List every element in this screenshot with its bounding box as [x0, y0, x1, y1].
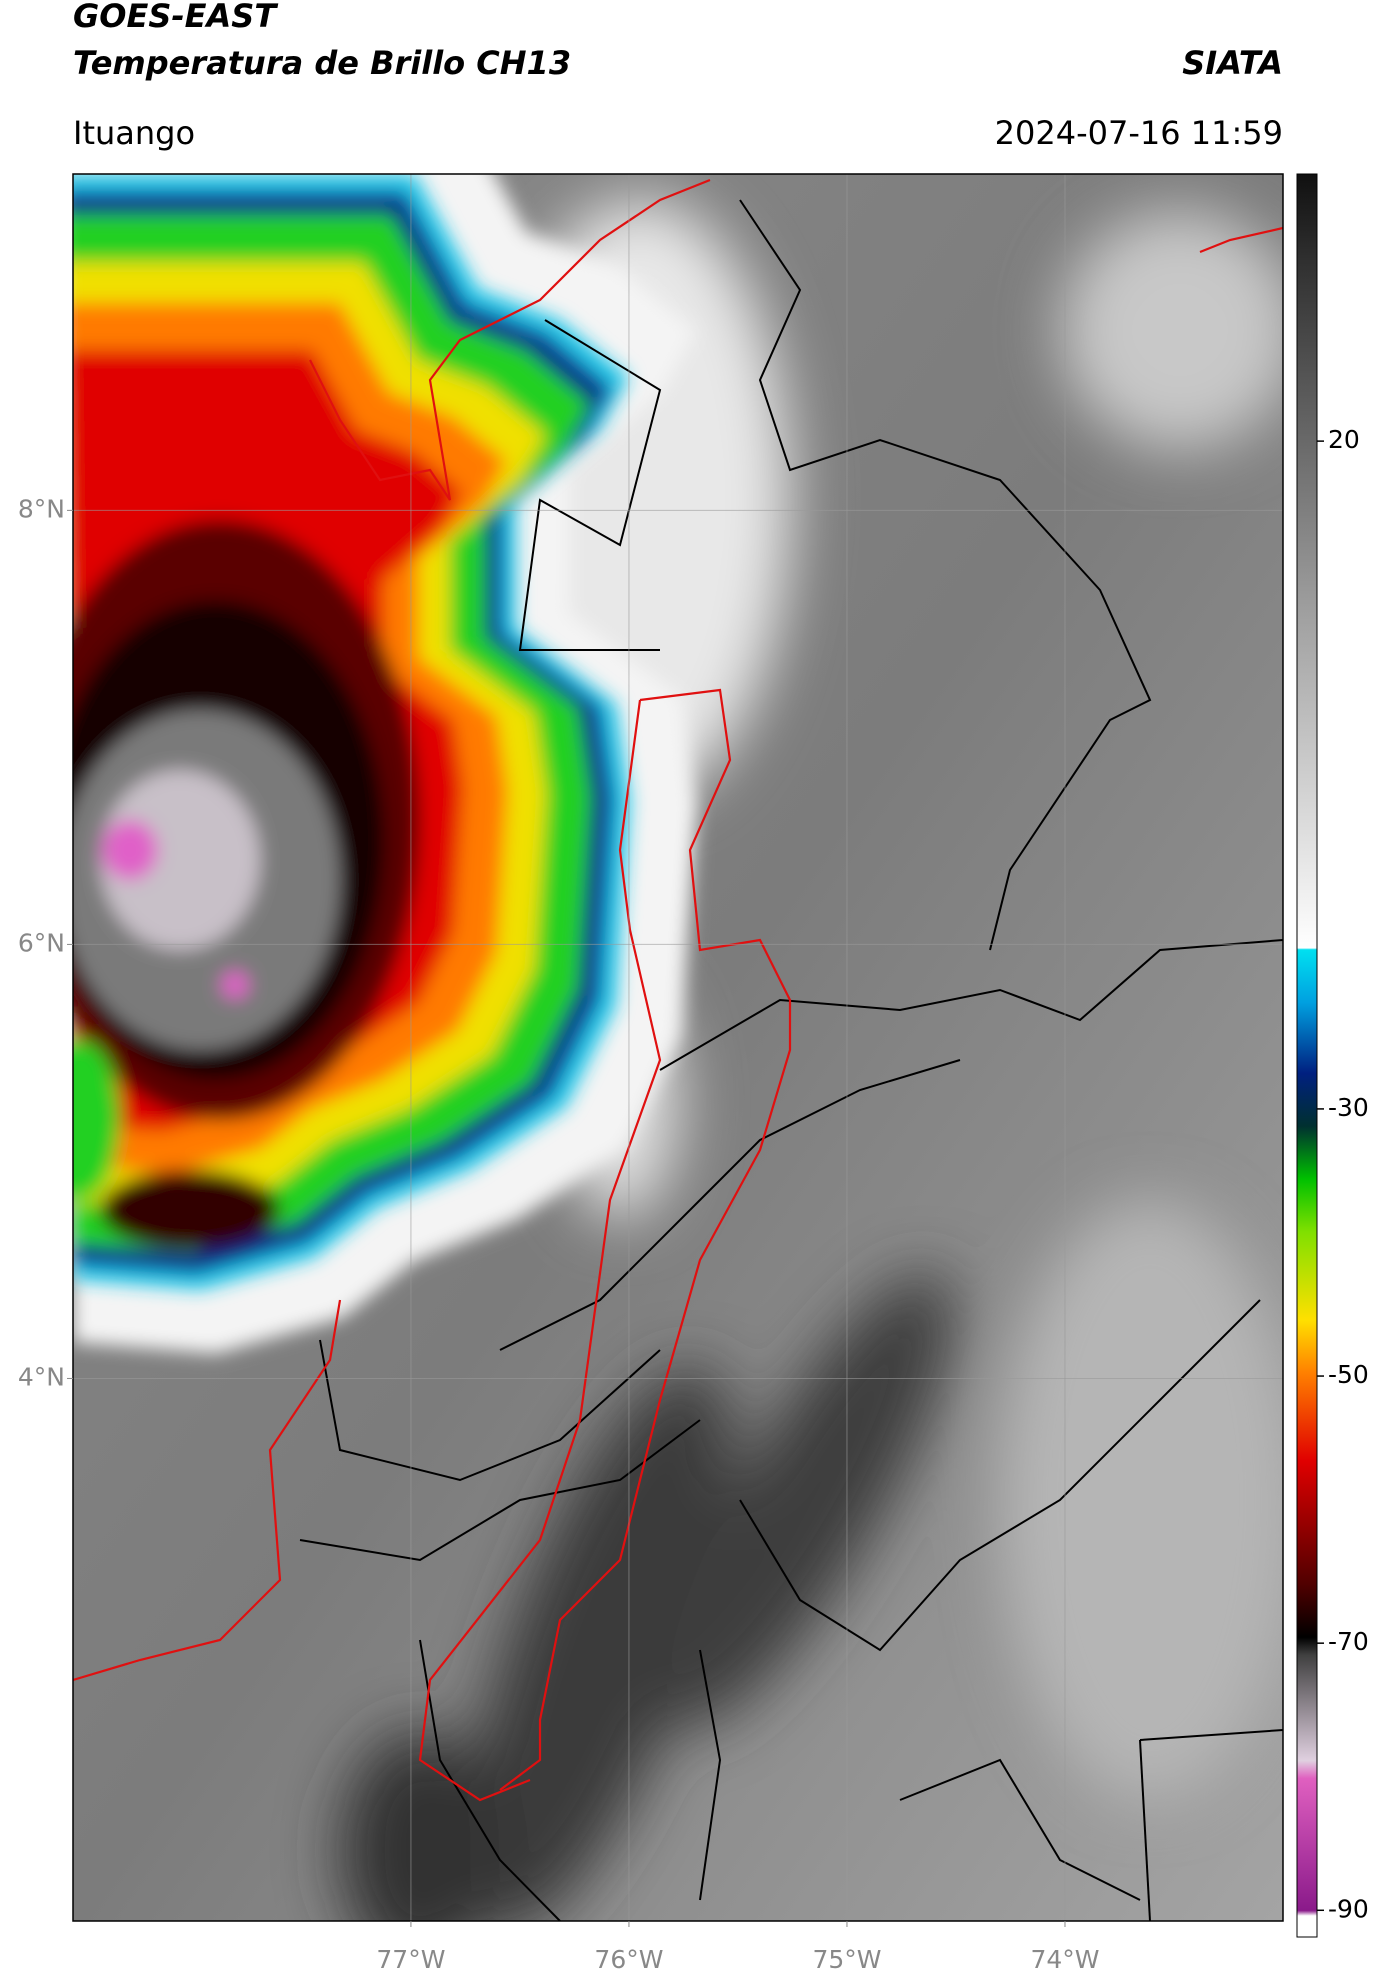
title: GOES-EAST	[73, 0, 278, 35]
lat-tick-label: 8°N	[18, 494, 65, 523]
colorbar-tick-label: -70	[1328, 1627, 1369, 1656]
subtitle: Temperatura de Brillo CH13	[73, 44, 571, 82]
colorbar-tick-label: -90	[1328, 1894, 1369, 1923]
map-frame	[72, 173, 1284, 1922]
lat-tick-label: 4°N	[18, 1362, 65, 1391]
lon-tick-label: 74°W	[1030, 1945, 1099, 1974]
location: Ituango	[73, 114, 195, 152]
colorbar-tick-label: -30	[1328, 1093, 1369, 1122]
colorbar	[1296, 173, 1318, 1938]
lat-tick-label: 6°N	[18, 928, 65, 957]
colorbar-tick-label: -50	[1328, 1360, 1369, 1389]
lon-tick-label: 76°W	[594, 1945, 663, 1974]
colorbar-tick-label: 20	[1328, 425, 1360, 454]
satellite-image	[73, 174, 1283, 1921]
lon-tick-label: 75°W	[812, 1945, 881, 1974]
source: SIATA	[1182, 44, 1283, 82]
datetime: 2024-07-16 11:59	[995, 114, 1283, 152]
grid	[73, 174, 1283, 1921]
lon-tick-label: 77°W	[376, 1945, 445, 1974]
